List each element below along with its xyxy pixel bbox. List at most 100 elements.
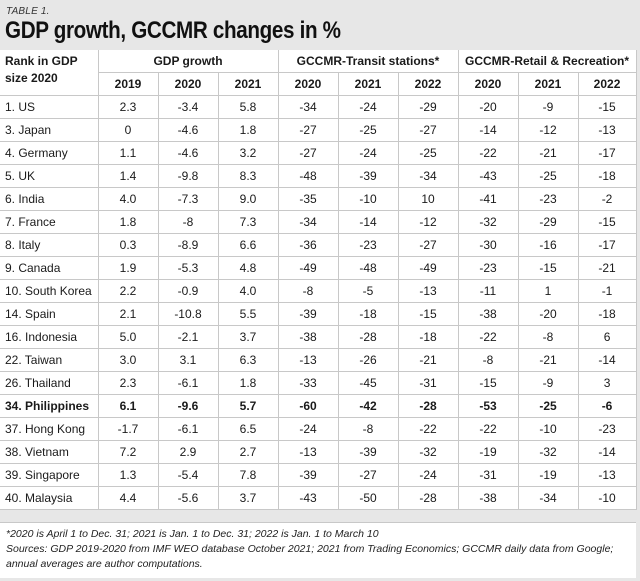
value-cell: 2.3 [97, 371, 159, 395]
country-cell: 34. Philippines [0, 394, 99, 418]
table-row: 14. Spain 2.1 -10.8 5.5 -39 -18 -15 -38 -20 -18 [0, 302, 637, 326]
value-cell: -24 [337, 95, 399, 119]
value-cell: -5.6 [157, 486, 219, 510]
value-cell: -38 [457, 302, 519, 326]
value-cell: -28 [397, 394, 459, 418]
year-header: 2020 [457, 72, 519, 96]
country-cell: 6. India [0, 187, 99, 211]
country-cell: 40. Malaysia [0, 486, 99, 510]
value-cell: -22 [457, 141, 519, 165]
value-cell: -2.1 [157, 325, 219, 349]
value-cell: 3.7 [217, 325, 279, 349]
value-cell: -25 [397, 141, 459, 165]
value-cell: 5.8 [217, 95, 279, 119]
value-cell: 1.3 [97, 463, 159, 487]
value-cell: 10 [397, 187, 459, 211]
value-cell: -3.4 [157, 95, 219, 119]
country-cell: 14. Spain [0, 302, 99, 326]
year-header: 2019 [98, 72, 159, 96]
value-cell: -24 [397, 463, 459, 487]
data-table: Rank in GDP size 2020 GDP growth GCCMR-T… [0, 50, 637, 510]
sources-line-1: Sources: GDP 2019-2020 from IMF WEO data… [6, 543, 614, 555]
table-row: 9. Canada 1.9 -5.3 4.8 -49 -48 -49 -23 -15 -21 [0, 256, 637, 280]
table-row: 7. France 1.8 -8 7.3 -34 -14 -12 -32 -29 -15 [0, 210, 637, 234]
value-cell: 3.1 [157, 348, 219, 372]
value-cell: -17 [577, 233, 637, 257]
country-cell: 37. Hong Kong [0, 417, 99, 441]
value-cell: -38 [457, 486, 519, 510]
value-cell: 4.0 [217, 279, 279, 303]
value-cell: -23 [517, 187, 579, 211]
value-cell: -41 [457, 187, 519, 211]
value-cell: 6.3 [217, 348, 279, 372]
country-cell: 16. Indonesia [0, 325, 99, 349]
table-row: 26. Thailand 2.3 -6.1 1.8 -33 -45 -31 -15 -9 3 [0, 371, 637, 395]
value-cell: -2 [577, 187, 637, 211]
country-cell: 39. Singapore [0, 463, 99, 487]
value-cell: -4.6 [157, 141, 219, 165]
value-cell: -22 [397, 417, 459, 441]
value-cell: -30 [457, 233, 519, 257]
value-cell: -9.8 [157, 164, 219, 188]
value-cell: -1 [577, 279, 637, 303]
value-cell: -8 [277, 279, 339, 303]
value-cell: -36 [277, 233, 339, 257]
value-cell: -24 [337, 141, 399, 165]
value-cell: -5 [337, 279, 399, 303]
value-cell: 7.3 [217, 210, 279, 234]
table-row: 38. Vietnam 7.2 2.9 2.7 -13 -39 -32 -19 -32 -14 [0, 440, 637, 464]
value-cell: -23 [337, 233, 399, 257]
table-row: 40. Malaysia 4.4 -5.6 3.7 -43 -50 -28 -38 -34 -10 [0, 486, 637, 510]
value-cell: 1.4 [97, 164, 159, 188]
value-cell: 1 [517, 279, 579, 303]
value-cell: -20 [457, 95, 519, 119]
value-cell: -34 [397, 164, 459, 188]
value-cell: 7.2 [97, 440, 159, 464]
group-header-gdp-growth: GDP growth [97, 50, 279, 73]
value-cell: -13 [277, 440, 339, 464]
value-cell: -31 [397, 371, 459, 395]
country-cell: 10. South Korea [0, 279, 99, 303]
value-cell: -5.3 [157, 256, 219, 280]
value-cell: -27 [337, 463, 399, 487]
value-cell: 4.8 [217, 256, 279, 280]
value-cell: -10 [517, 417, 579, 441]
table-row: 34. Philippines 6.1 -9.6 5.7 -60 -42 -28 -53 -25… [0, 394, 637, 418]
value-cell: -20 [517, 302, 579, 326]
sources-line-2: annual averages are author computations. [6, 558, 203, 570]
value-cell: -14 [337, 210, 399, 234]
country-cell: 7. France [0, 210, 99, 234]
value-cell: -15 [517, 256, 579, 280]
value-cell: -34 [277, 210, 339, 234]
table-row: 8. Italy 0.3 -8.9 6.6 -36 -23 -27 -30 -16 -17 [0, 233, 637, 257]
value-cell: -39 [337, 164, 399, 188]
value-cell: -45 [337, 371, 399, 395]
value-cell: -24 [277, 417, 339, 441]
value-cell: -10 [337, 187, 399, 211]
value-cell: 4.4 [97, 486, 159, 510]
value-cell: 3.7 [217, 486, 279, 510]
value-cell: -49 [277, 256, 339, 280]
value-cell: -14 [457, 118, 519, 142]
value-cell: -32 [397, 440, 459, 464]
value-cell: -10.8 [157, 302, 219, 326]
value-cell: -50 [337, 486, 399, 510]
table-row: 22. Taiwan 3.0 3.1 6.3 -13 -26 -21 -8 -21 -14 [0, 348, 637, 372]
table-footer: *2020 is April 1 to Dec. 31; 2021 is Jan… [0, 522, 636, 578]
value-cell: -15 [577, 95, 637, 119]
value-cell: -39 [277, 463, 339, 487]
value-cell: 2.7 [217, 440, 279, 464]
value-cell: -28 [337, 325, 399, 349]
value-cell: -21 [517, 348, 579, 372]
value-cell: -8.9 [157, 233, 219, 257]
value-cell: -13 [577, 463, 637, 487]
year-header: 2022 [577, 72, 637, 96]
value-cell: -22 [457, 325, 519, 349]
year-header: 2021 [337, 72, 399, 96]
table-row: 5. UK 1.4 -9.8 8.3 -48 -39 -34 -43 -25 -18 [0, 164, 637, 188]
value-cell: -16 [517, 233, 579, 257]
value-cell: -14 [577, 440, 637, 464]
table-row: 1. US 2.3 -3.4 5.8 -34 -24 -29 -20 -9 -15 [0, 95, 637, 119]
value-cell: -18 [337, 302, 399, 326]
